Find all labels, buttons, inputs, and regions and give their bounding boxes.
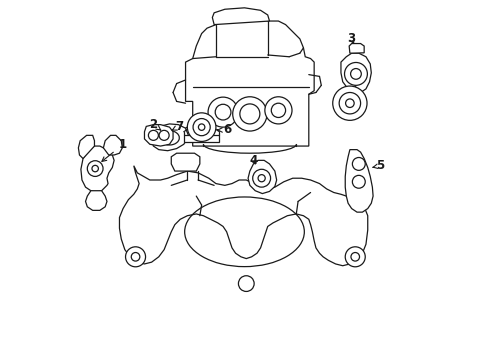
Text: 6: 6 xyxy=(217,123,231,136)
Circle shape xyxy=(339,93,360,114)
Polygon shape xyxy=(103,135,122,155)
Polygon shape xyxy=(144,125,173,146)
Circle shape xyxy=(344,63,366,85)
Circle shape xyxy=(345,99,353,108)
Polygon shape xyxy=(185,14,313,146)
Circle shape xyxy=(332,86,366,120)
Circle shape xyxy=(350,68,361,79)
Text: 2: 2 xyxy=(149,118,161,131)
Circle shape xyxy=(345,247,365,267)
Text: 3: 3 xyxy=(347,32,355,45)
Circle shape xyxy=(232,97,266,131)
Polygon shape xyxy=(348,44,364,53)
Polygon shape xyxy=(345,150,372,212)
Circle shape xyxy=(264,97,291,124)
Circle shape xyxy=(92,165,98,172)
Polygon shape xyxy=(81,146,114,193)
Circle shape xyxy=(352,175,365,188)
Circle shape xyxy=(148,130,158,140)
Polygon shape xyxy=(151,124,189,151)
Circle shape xyxy=(187,113,216,141)
Polygon shape xyxy=(340,53,370,93)
Circle shape xyxy=(240,104,259,124)
Circle shape xyxy=(125,247,145,267)
Polygon shape xyxy=(171,153,200,171)
Circle shape xyxy=(352,157,365,170)
Text: 5: 5 xyxy=(372,159,384,172)
Circle shape xyxy=(198,124,204,130)
Circle shape xyxy=(159,130,169,140)
Polygon shape xyxy=(119,166,367,266)
Polygon shape xyxy=(85,191,107,210)
Text: 1: 1 xyxy=(102,139,126,161)
Polygon shape xyxy=(247,160,276,194)
Text: 4: 4 xyxy=(249,154,257,167)
Circle shape xyxy=(193,118,210,136)
Circle shape xyxy=(271,103,285,117)
Circle shape xyxy=(215,104,230,120)
Text: 7: 7 xyxy=(172,120,183,133)
Circle shape xyxy=(131,252,140,261)
Circle shape xyxy=(207,97,238,127)
Polygon shape xyxy=(185,125,200,137)
Circle shape xyxy=(258,175,264,182)
Circle shape xyxy=(87,161,103,176)
Polygon shape xyxy=(183,135,219,143)
Circle shape xyxy=(238,276,254,292)
Circle shape xyxy=(350,252,359,261)
Circle shape xyxy=(252,169,270,187)
Polygon shape xyxy=(78,135,94,158)
Polygon shape xyxy=(212,8,269,24)
